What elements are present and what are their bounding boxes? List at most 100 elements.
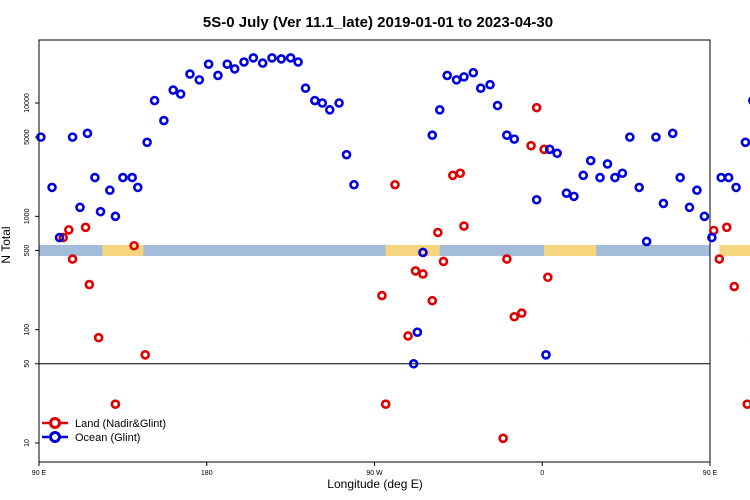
ocean-point [222, 59, 233, 69]
land-segment [102, 244, 144, 256]
land-point [742, 399, 750, 409]
ocean-point [185, 69, 195, 79]
ocean-point [105, 185, 115, 196]
land-point [140, 350, 151, 360]
x-tick-label: 90 E [32, 470, 47, 477]
ocean-point [675, 172, 685, 183]
ocean-band [39, 244, 710, 256]
legend-ocean-label: Ocean (Glint) [75, 432, 140, 444]
ocean-point [203, 59, 214, 69]
land-point [67, 254, 78, 264]
ocean-point [412, 327, 423, 337]
legend-ocean-marker [49, 431, 61, 443]
data-points [36, 53, 750, 444]
ocean-point [317, 98, 328, 108]
ocean-point [625, 132, 635, 142]
y-axis-label: N Total [0, 226, 13, 263]
land-point [502, 254, 512, 264]
ocean-point [502, 130, 512, 140]
ocean-point [485, 79, 495, 90]
land-point [58, 232, 69, 243]
land-point [543, 272, 553, 283]
y-tick-label: 10000 [24, 93, 31, 113]
y-axis: 10 50 100 500 1000 5000 10000 [24, 93, 39, 447]
y-tick-label: 100 [24, 324, 31, 336]
ocean-point [707, 232, 717, 243]
ocean-point [634, 182, 644, 193]
ocean-point [239, 57, 249, 67]
land-point [526, 140, 536, 151]
ocean-point [699, 211, 710, 222]
ocean-point [658, 198, 669, 209]
land-point [498, 433, 508, 444]
ocean-point [36, 132, 46, 142]
ocean-point [194, 75, 205, 85]
land-point [110, 399, 121, 409]
ocean-point [67, 132, 78, 142]
ocean-point [509, 134, 520, 144]
ocean-point [54, 232, 65, 243]
y-tick-label: 5000 [24, 129, 31, 145]
ocean-point [651, 132, 661, 142]
ocean-point [492, 100, 503, 111]
legend-land-marker [49, 417, 61, 429]
legend-land-label: Land (Nadir&Glint) [75, 418, 166, 430]
ocean-point [552, 148, 562, 159]
land-point [80, 222, 91, 233]
ocean-point [349, 179, 359, 190]
ocean-point [451, 75, 462, 85]
ocean-point [427, 130, 438, 140]
ocean-point [544, 144, 555, 155]
ocean-point [267, 53, 277, 63]
ocean-point [434, 105, 445, 115]
ocean-point [595, 172, 605, 183]
land-point [403, 331, 413, 341]
land-ocean-band [39, 244, 750, 256]
ocean-point [468, 67, 479, 78]
ocean-point [585, 155, 596, 166]
land-point [729, 281, 740, 292]
ocean-point [213, 70, 223, 81]
land-point [390, 179, 400, 190]
ocean-point [731, 182, 741, 193]
ocean-point [168, 85, 178, 95]
land-point [380, 399, 391, 409]
ocean-point [723, 172, 734, 183]
ocean-point [285, 53, 296, 63]
ocean-point [175, 89, 186, 99]
ocean-point [578, 170, 589, 181]
ocean-point [341, 149, 352, 160]
ocean-point [740, 137, 750, 148]
ocean-point [531, 194, 542, 205]
ocean-point [418, 247, 428, 258]
x-tick-label: 90 E [703, 470, 718, 477]
legend: Land (Nadir&Glint) Ocean (Glint) [42, 417, 166, 444]
ocean-point [118, 172, 128, 183]
ocean-point [110, 211, 121, 222]
land-point [418, 269, 428, 279]
ocean-point [310, 95, 320, 106]
ocean-point [334, 98, 344, 108]
ocean-point [324, 105, 335, 115]
land-point [516, 308, 527, 318]
x-axis: 90 E 180 90 W 0 90 E [32, 462, 718, 477]
ocean-point [541, 350, 551, 360]
ocean-point [569, 191, 579, 202]
land-point [539, 144, 549, 155]
ocean-point [159, 115, 169, 126]
x-axis-label: Longitude (deg E) [327, 477, 422, 491]
ocean-point [149, 95, 160, 106]
land-point [377, 290, 387, 301]
ocean-point [442, 70, 452, 81]
y-tick-label: 50 [24, 360, 31, 368]
y-tick-label: 1000 [24, 208, 31, 224]
land-point [410, 266, 421, 276]
land-point [433, 227, 443, 238]
land-point [531, 102, 542, 113]
ocean-point [300, 83, 311, 94]
ocean-point [127, 172, 137, 183]
ocean-point [684, 202, 695, 213]
x-tick-label: 90 W [366, 470, 383, 477]
ocean-point [602, 159, 613, 169]
x-tick-label: 180 [201, 470, 213, 477]
